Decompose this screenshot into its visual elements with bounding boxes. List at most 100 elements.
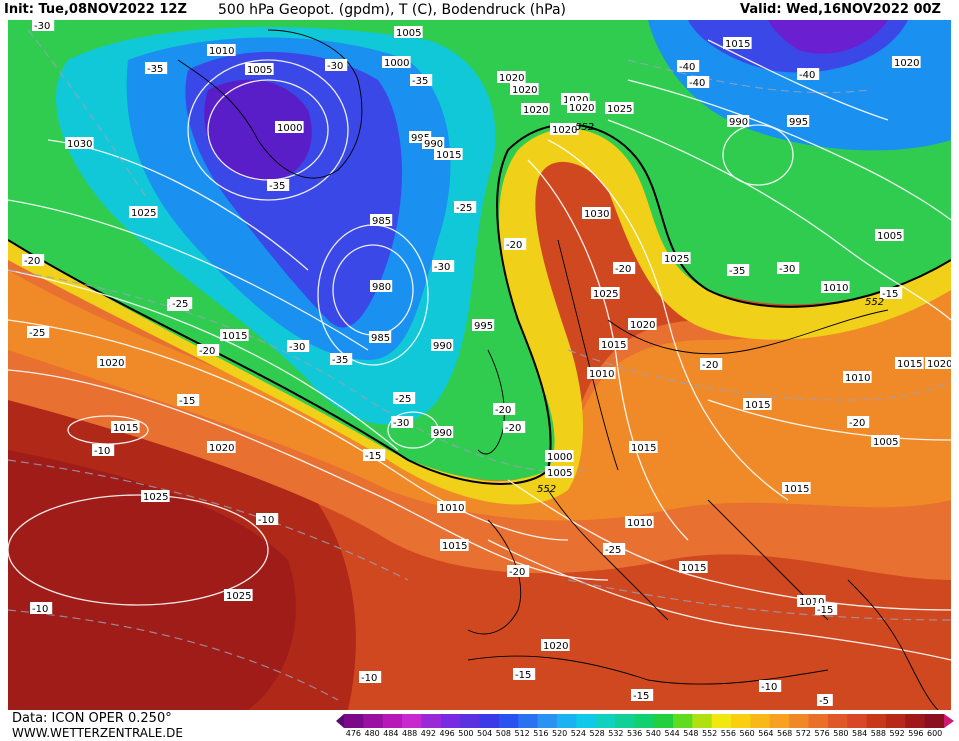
colorbar-swatch: [808, 714, 829, 728]
pressure-label-bg: [65, 137, 94, 149]
temperature-label: -25: [172, 299, 188, 310]
colorbar-swatch: [382, 714, 403, 728]
temperature-label-bg: [687, 76, 710, 88]
temperature-label: -30: [327, 61, 343, 72]
colorbar-tick-label: 580: [833, 729, 849, 738]
temperature-label: -25: [456, 203, 472, 214]
pressure-label: 1020: [543, 641, 568, 652]
pressure-label: 1010: [845, 373, 870, 384]
colorbar-swatch: [634, 714, 655, 728]
colorbar-swatch: [344, 714, 364, 728]
pressure-label: 1025: [226, 591, 251, 602]
pressure-label: 1020: [99, 358, 124, 369]
temperature-label: -10: [32, 604, 48, 615]
colorbar-tick-label: 484: [383, 729, 399, 738]
pressure-label-bg: [545, 450, 574, 462]
pressure-label: 1020: [499, 73, 524, 84]
data-source: Data: ICON OPER 0.250°: [12, 711, 172, 726]
yellow-band: [8, 124, 951, 505]
colorbar-tick-label: 536: [626, 729, 643, 738]
temperature-label: -15: [633, 691, 649, 702]
pressure-label: 1015: [436, 150, 461, 161]
pressure-label: 985: [372, 216, 391, 227]
temperature-label: -30: [434, 262, 450, 273]
temperature-label: -15: [882, 289, 898, 300]
temperature-label-bg: [325, 59, 348, 71]
pressure-label: 1020: [512, 85, 537, 96]
pressure-label-bg: [437, 501, 466, 513]
temperature-label: -25: [395, 394, 411, 405]
pressure-label-bg: [207, 44, 236, 56]
pressure-label-bg: [843, 371, 872, 383]
pressure-label: 1010: [627, 518, 652, 529]
pressure-label: 995: [411, 133, 430, 144]
temperature-label: -20: [505, 423, 521, 434]
temperature-label: -20: [615, 264, 631, 275]
temperature-label-bg: [256, 513, 279, 525]
pressure-label: 1005: [247, 65, 272, 76]
pressure-labels: 1030 1025 1015 1020 1015 1020 1025 1025 1010 1005…: [65, 26, 951, 652]
map-title: 500 hPa Geopot. (gpdm), T (C), Bodendruc…: [218, 2, 566, 18]
colorbar-swatch: [537, 714, 558, 728]
pressure-label-bg: [550, 123, 579, 135]
colorbar-tick-label: 508: [495, 729, 512, 738]
pressure-label-bg: [567, 101, 596, 113]
pressure-label: 1010: [439, 503, 464, 514]
pressure-label-bg: [723, 37, 752, 49]
colorbar-tick-label: 552: [701, 729, 718, 738]
colorbar-tick-label: 540: [645, 729, 662, 738]
pressure-label: 985: [371, 333, 390, 344]
pressure-label-bg: [925, 357, 951, 369]
pressure-label: 1010: [589, 369, 614, 380]
pressure-label: 1025: [131, 208, 156, 219]
pressure-label-bg: [510, 83, 539, 95]
colorbar-tick-label: 476: [345, 729, 362, 738]
pressure-label-bg: [625, 516, 654, 528]
temperature-label: -35: [412, 76, 428, 87]
temperature-label-bg: [32, 20, 55, 31]
pressure-label: 1025: [607, 104, 632, 115]
pressure-label-bg: [472, 319, 495, 331]
temperature-label-bg: [507, 565, 530, 577]
temperature-label-bg: [145, 62, 168, 74]
pressure-label-bg: [497, 71, 526, 83]
pressure-label-bg: [394, 26, 423, 38]
pressure-label: 1015: [113, 423, 138, 434]
colorbar-tick-label: 512: [514, 729, 530, 738]
temperature-label-bg: [391, 416, 414, 428]
temperature-label: -30: [393, 418, 409, 429]
pressure-label: 995: [789, 117, 808, 128]
light-orange-band: [8, 270, 951, 521]
temperature-label: -30: [779, 264, 795, 275]
pressure-label-bg: [141, 490, 170, 502]
pressure-label-bg: [782, 482, 811, 494]
colorbar-tick-label: 584: [851, 729, 868, 738]
pressure-label-bg: [582, 207, 611, 219]
pressure-label: 1015: [631, 443, 656, 454]
temperature-label-bg: [267, 179, 290, 191]
temperature-label-bg: [631, 689, 654, 701]
temperature-label: -40: [679, 62, 695, 73]
pressure-label-bg: [587, 367, 616, 379]
contour-label: 552: [537, 484, 556, 495]
pressure-label: 990: [729, 117, 748, 128]
pressure-label: 1015: [897, 359, 922, 370]
temperature-label: -35: [729, 266, 745, 277]
temperature-label: -20: [495, 405, 511, 416]
colorbar-swatch: [614, 714, 635, 728]
temperature-label-bg: [30, 602, 53, 614]
pressure-label-bg: [111, 421, 140, 433]
colorbar-tick-label: 596: [908, 729, 924, 738]
temperature-label-bg: [504, 238, 527, 250]
pressure-label-bg: [821, 281, 850, 293]
pressure-label-bg: [220, 329, 249, 341]
temperature-label: -20: [509, 567, 525, 578]
colorbar-swatch: [556, 714, 577, 728]
colorbar-arrow-high: [944, 714, 954, 728]
colorbar-swatch: [460, 714, 480, 728]
pressure-label: 1015: [681, 563, 706, 574]
temperature-label-bg: [493, 403, 516, 415]
pressure-label-bg: [275, 121, 304, 133]
temperature-label: -15: [817, 605, 833, 616]
isotherms: [8, 29, 951, 701]
